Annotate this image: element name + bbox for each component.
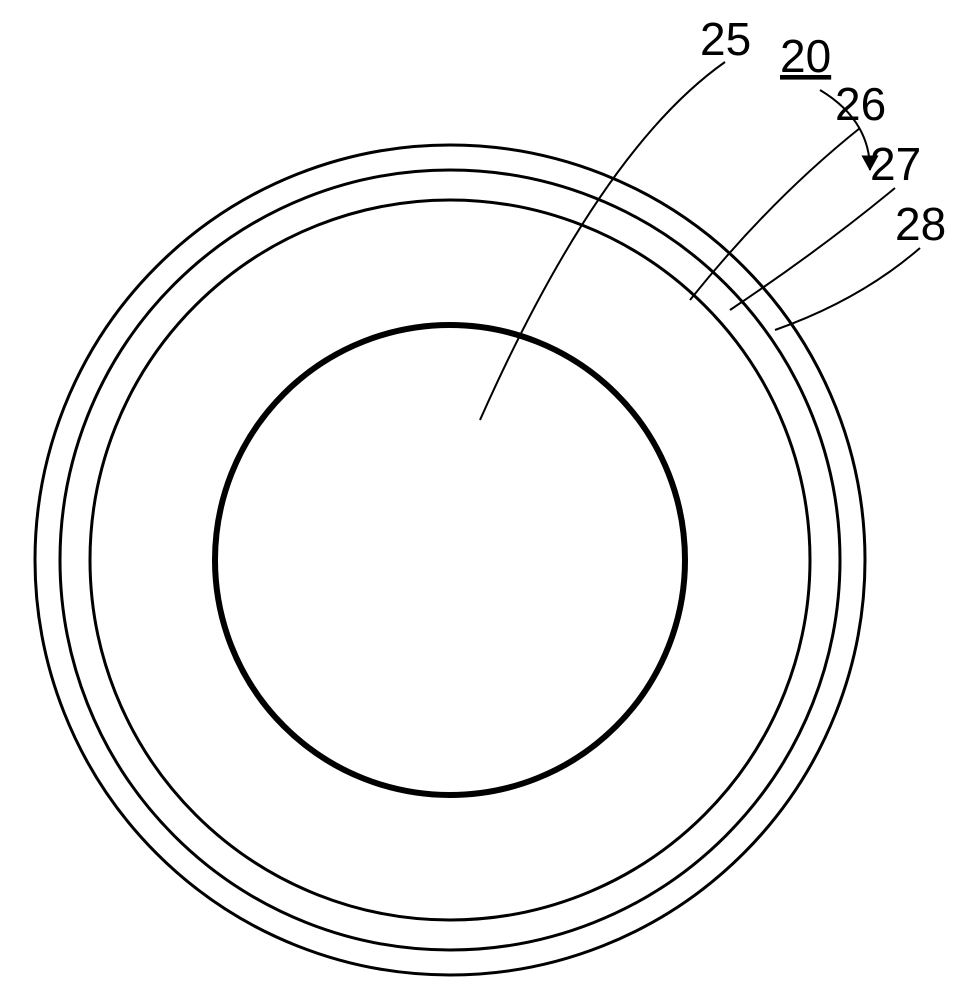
- ring-26: [90, 200, 810, 920]
- leader-27: [730, 188, 895, 310]
- concentric-rings: [35, 145, 865, 975]
- leader-28: [775, 248, 920, 330]
- cross-section-diagram: 25 26 27 28 20: [0, 0, 977, 1000]
- leader-25: [480, 62, 725, 420]
- ring-25: [215, 325, 685, 795]
- ring-28: [35, 145, 865, 975]
- label-27: 27: [870, 138, 921, 190]
- ring-27: [60, 170, 840, 950]
- label-assembly-20: 20: [780, 30, 831, 82]
- label-26: 26: [835, 78, 886, 130]
- label-28: 28: [895, 198, 946, 250]
- label-25: 25: [700, 13, 751, 65]
